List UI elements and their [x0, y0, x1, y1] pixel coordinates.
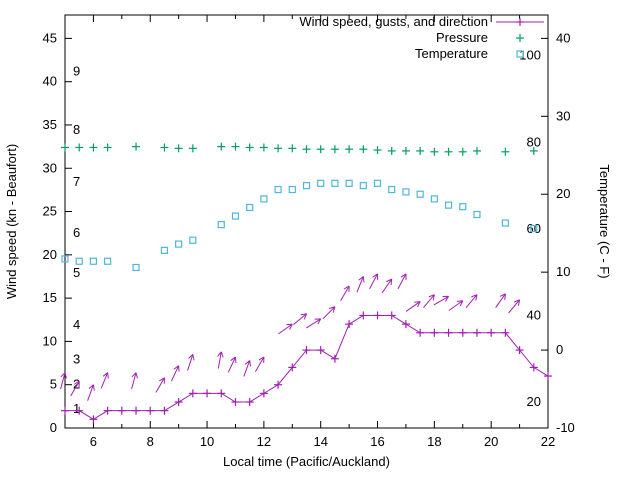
y-axis-right-title: Temperature (C - F)	[597, 164, 612, 278]
series-temperature	[61, 179, 538, 272]
x-axis: 6 8 10 12 14 16 18 20 22	[64, 15, 555, 449]
y-right-tick-label: 0	[556, 342, 563, 357]
beaufort-label: 9	[73, 63, 80, 78]
fahrenheit-label: 40	[527, 307, 541, 322]
y-left-tick-label: 0	[50, 420, 57, 435]
x-tick-label: 18	[427, 434, 441, 449]
x-tick-label: 12	[257, 434, 271, 449]
legend: Wind speed, gusts, and directionPressure…	[299, 14, 544, 61]
series-pressure	[61, 142, 538, 156]
beaufort-label: 8	[73, 122, 80, 137]
x-tick-label: 20	[484, 434, 498, 449]
fahrenheit-label: 80	[527, 134, 541, 149]
y-left-tick-label: 25	[43, 204, 57, 219]
plot-frame	[64, 14, 549, 429]
y-left-tick-label: 5	[50, 377, 57, 392]
y-left-tick-label: 15	[43, 290, 57, 305]
axis-titles: Local time (Pacific/Auckland) Wind speed …	[4, 144, 612, 469]
y-left-tick-label: 30	[43, 160, 57, 175]
y-left-tick-label: 20	[43, 247, 57, 262]
legend-label-pressure: Pressure	[436, 30, 488, 45]
x-axis-title: Local time (Pacific/Auckland)	[223, 454, 390, 469]
series-wind-speed	[61, 311, 552, 424]
fahrenheit-label: 100	[519, 48, 541, 63]
series-gust-arrows	[60, 273, 521, 401]
beaufort-label: 5	[73, 265, 80, 280]
beaufort-label: 6	[73, 225, 80, 240]
y-right-tick-label: -10	[556, 420, 575, 435]
y-right-tick-label: 30	[556, 108, 570, 123]
y-left-tick-label: 40	[43, 74, 57, 89]
y-left-tick-label: 10	[43, 333, 57, 348]
x-tick-label: 22	[541, 434, 555, 449]
y-right-tick-label: 10	[556, 264, 570, 279]
y-right-tick-label: 40	[556, 30, 570, 45]
y-left-tick-label: 35	[43, 117, 57, 132]
legend-label-temperature: Temperature	[415, 46, 488, 61]
beaufort-scale-labels: 1 2 3 4 5 6 7 8 9	[73, 63, 80, 416]
x-tick-label: 14	[313, 434, 327, 449]
y-axis-left-title: Wind speed (kn - Beaufort)	[4, 144, 19, 299]
beaufort-label: 7	[73, 174, 80, 189]
beaufort-label: 2	[73, 377, 80, 392]
y-axis-left: 0 5 10 15 20 25 30 35 40 45	[43, 30, 72, 435]
x-tick-label: 10	[200, 434, 214, 449]
x-tick-label: 8	[147, 434, 154, 449]
y-axis-right: -10 0 10 20 30 40	[541, 30, 575, 435]
fahrenheit-scale-labels: 20 40 60 80 100	[519, 48, 541, 409]
y-left-tick-label: 45	[43, 30, 57, 45]
fahrenheit-label: 60	[527, 221, 541, 236]
fahrenheit-label: 20	[527, 394, 541, 409]
y-right-tick-label: 20	[556, 186, 570, 201]
beaufort-label: 1	[73, 401, 80, 416]
legend-label-wind: Wind speed, gusts, and direction	[299, 14, 488, 29]
x-tick-label: 16	[370, 434, 384, 449]
x-tick-label: 6	[90, 434, 97, 449]
beaufort-label: 3	[73, 352, 80, 367]
beaufort-label: 4	[73, 317, 80, 332]
